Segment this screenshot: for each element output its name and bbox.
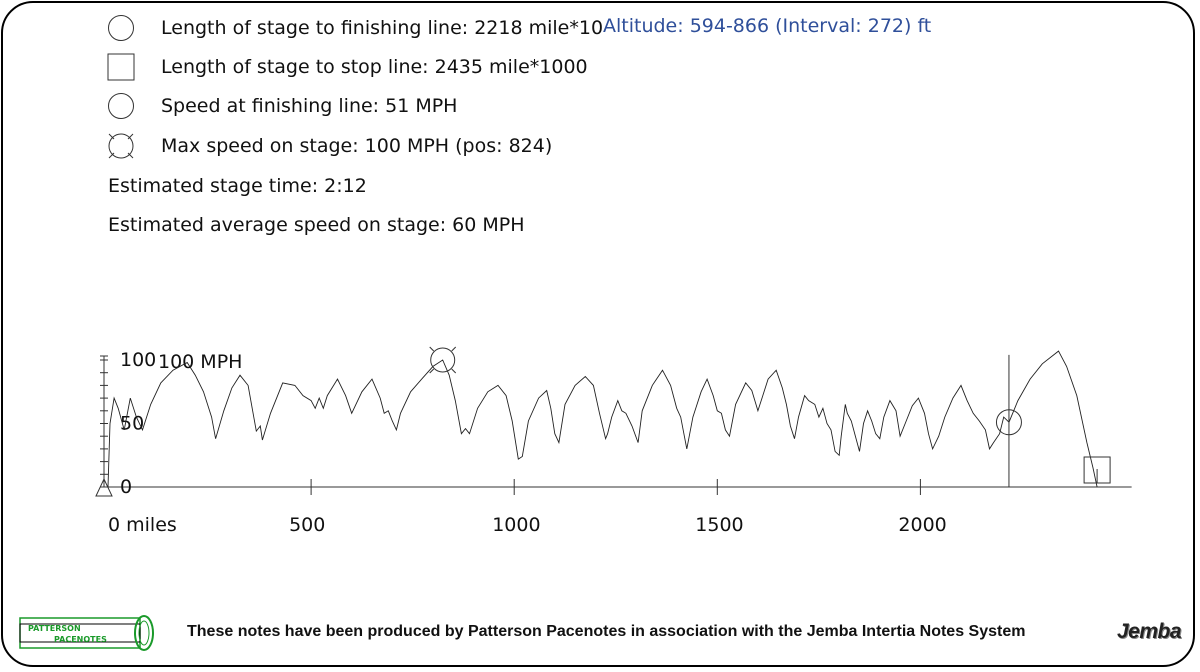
- average-speed: Estimated average speed on stage: 60 MPH: [108, 214, 525, 236]
- patterson-pacenotes-logo: PATTERSON PACENOTES: [18, 614, 158, 658]
- x-tick-label: 2000: [898, 514, 946, 536]
- y-tick-label: 100: [120, 349, 156, 371]
- altitude-readout: Altitude: 594-866 (Interval: 272) ft: [603, 15, 934, 37]
- legend-finish-speed: Speed at finishing line: 51 MPH: [106, 90, 457, 122]
- max-speed-circle-icon: [430, 347, 456, 373]
- legend-max-speed: Max speed on stage: 100 MPH (pos: 824): [106, 130, 552, 162]
- crossed-circle-icon: [106, 132, 136, 160]
- x-tick-label: 1500: [695, 514, 743, 536]
- jemba-logo: Jemba: [1117, 620, 1182, 643]
- legend-stop-length: Length of stage to stop line: 2435 mile*…: [106, 51, 588, 83]
- logo-line2: PACENOTES: [54, 635, 107, 644]
- stage-time: Estimated stage time: 2:12: [108, 175, 367, 197]
- max-speed-cross-mark: [429, 346, 435, 352]
- max-speed-cross-mark: [451, 368, 457, 374]
- y-tick-label: 0: [120, 476, 132, 498]
- footer-credit: These notes have been produced by Patter…: [187, 623, 1026, 640]
- max-speed-cross-mark: [451, 346, 457, 352]
- y-tick-label: 50: [120, 413, 144, 435]
- square-icon: [106, 53, 136, 81]
- circle-icon: [106, 14, 136, 42]
- max-speed-cross-mark: [429, 368, 435, 374]
- circle-icon: [106, 92, 136, 120]
- logo-line1: PATTERSON: [28, 624, 81, 633]
- x-tick-label: 500: [289, 514, 325, 536]
- y-max-label: 100 MPH: [158, 351, 242, 373]
- x-tick-label: 0 miles: [108, 514, 177, 536]
- start-triangle-icon: [95, 477, 113, 497]
- x-tick-label: 1000: [492, 514, 540, 536]
- legend-stop-length-text: Length of stage to stop line: 2435 mile*…: [161, 56, 588, 78]
- legend-finish-length-text: Length of stage to finishing line: 2218 …: [161, 17, 628, 39]
- speed-chart: 0 50 100 100 MPH 0 miles 500 1000 1500 2000: [95, 346, 1132, 536]
- legend-finish-length: Length of stage to finishing line: 2218 …: [106, 12, 627, 44]
- legend-finish-speed-text: Speed at finishing line: 51 MPH: [161, 95, 458, 117]
- speed-line: [107, 350, 1098, 488]
- legend-max-speed-text: Max speed on stage: 100 MPH (pos: 824): [161, 135, 553, 157]
- finish-speed-circle-icon: [995, 409, 1022, 436]
